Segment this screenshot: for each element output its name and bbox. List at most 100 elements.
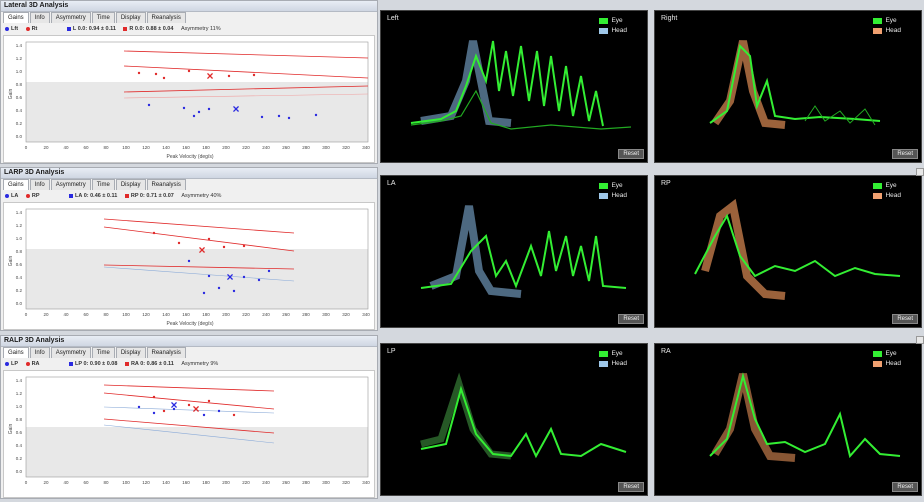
trace-view-rp[interactable]: RP Eye Head Reset [654, 175, 922, 328]
svg-text:120: 120 [142, 480, 150, 485]
gain-scatter-plot[interactable]: × × 1.4 1.2 1.0 0.8 0.6 0.4 0.2 0.0 0 20 40 60 … [3, 35, 375, 163]
legend-right-stat: RP 0: 0.71 ± 0.07 [124, 191, 174, 201]
reset-button[interactable]: Reset [618, 149, 644, 159]
collapse-toggle[interactable] [916, 168, 924, 176]
svg-text:320: 320 [342, 480, 350, 485]
svg-text:0.4: 0.4 [16, 443, 23, 448]
tab-info[interactable]: Info [29, 179, 50, 190]
svg-text:180: 180 [202, 312, 210, 317]
svg-text:300: 300 [322, 145, 330, 150]
svg-text:40: 40 [63, 480, 69, 485]
trace-view-left[interactable]: Left Eye Head Reset [380, 10, 648, 163]
tab-info[interactable]: Info [29, 347, 50, 358]
trace-view-ra[interactable]: RA Eye Head Reset [654, 343, 922, 496]
svg-text:140: 140 [162, 312, 170, 317]
tab-display[interactable]: Display [115, 347, 146, 358]
svg-text:0.0: 0.0 [16, 134, 23, 139]
svg-text:1.4: 1.4 [16, 378, 23, 383]
tab-reanalysis[interactable]: Reanalysis [146, 347, 186, 358]
trace-legend: Eye Head [599, 181, 627, 201]
svg-text:320: 320 [342, 312, 350, 317]
svg-text:×: × [170, 398, 177, 412]
trace-view-la[interactable]: LA Eye Head Reset [380, 175, 648, 328]
view-label: RA [661, 348, 671, 355]
collapse-toggle[interactable] [916, 336, 924, 344]
svg-text:0: 0 [25, 480, 28, 485]
view-label: RP [661, 180, 671, 187]
svg-text:1.4: 1.4 [16, 210, 23, 215]
reset-button[interactable]: Reset [892, 149, 918, 159]
tab-display[interactable]: Display [115, 179, 146, 190]
gain-plot-svg: × × 1.41.2 1.00.8 0.60.4 0.20.0 0 20 40 60 … [8, 208, 370, 327]
asymmetry-value: Asymmetry 40% [181, 193, 222, 199]
svg-text:0: 0 [25, 312, 28, 317]
svg-text:×: × [192, 402, 199, 416]
svg-text:260: 260 [282, 480, 290, 485]
panel-title: LARP 3D Analysis [1, 168, 377, 179]
svg-text:0.8: 0.8 [16, 82, 23, 87]
tab-display[interactable]: Display [115, 12, 146, 23]
svg-text:Gain: Gain [8, 424, 14, 435]
trace-legend: Eye Head [873, 181, 901, 201]
tab-asymmetry[interactable]: Asymmetry [50, 347, 91, 358]
gain-scatter-plot[interactable]: × × 1.4 1.2 1.0 0.8 0.6 0.4 0.2 0.0 0 20 40 60 … [3, 202, 375, 330]
reset-button[interactable]: Reset [892, 314, 918, 324]
svg-text:180: 180 [202, 480, 210, 485]
svg-text:160: 160 [182, 145, 190, 150]
svg-text:160: 160 [182, 312, 190, 317]
svg-text:×: × [232, 102, 239, 116]
svg-text:200: 200 [222, 312, 230, 317]
tab-asymmetry[interactable]: Asymmetry [50, 12, 91, 23]
svg-text:280: 280 [302, 145, 310, 150]
trace-plot [410, 40, 632, 130]
tab-gains[interactable]: Gains [3, 12, 29, 23]
svg-text:340: 340 [362, 480, 370, 485]
tab-info[interactable]: Info [29, 12, 50, 23]
svg-text:300: 300 [322, 480, 330, 485]
svg-text:×: × [226, 270, 233, 284]
svg-text:200: 200 [222, 480, 230, 485]
tab-gains[interactable]: Gains [3, 179, 29, 190]
svg-text:0.6: 0.6 [16, 430, 23, 435]
svg-text:1.0: 1.0 [16, 236, 23, 241]
tab-reanalysis[interactable]: Reanalysis [146, 179, 186, 190]
gain-scatter-plot[interactable]: × × 1.4 1.2 1.0 0.8 0.6 0.4 0.2 0.0 0 20 40 60 … [3, 370, 375, 498]
svg-text:340: 340 [362, 145, 370, 150]
svg-text:240: 240 [262, 312, 270, 317]
tab-time[interactable]: Time [91, 347, 115, 358]
svg-text:20: 20 [43, 312, 49, 317]
svg-text:Gain: Gain [8, 256, 14, 267]
panel-title: Lateral 3D Analysis [1, 1, 377, 12]
trace-plot [709, 40, 881, 129]
trace-plot [694, 198, 901, 300]
legend-right-stat: R 0.0: 0.88 ± 0.04 [123, 24, 173, 34]
reset-button[interactable]: Reset [892, 482, 918, 492]
analysis-tabs: Gains Info Asymmetry Time Display Reanal… [3, 179, 187, 190]
tab-gains[interactable]: Gains [3, 347, 29, 358]
tab-reanalysis[interactable]: Reanalysis [146, 12, 186, 23]
tab-asymmetry[interactable]: Asymmetry [50, 179, 91, 190]
svg-text:220: 220 [242, 312, 250, 317]
svg-text:20: 20 [43, 145, 49, 150]
svg-text:Gain: Gain [8, 89, 14, 100]
reset-button[interactable]: Reset [618, 314, 644, 324]
svg-text:320: 320 [342, 145, 350, 150]
trace-view-lp[interactable]: LP Eye Head Reset [380, 343, 648, 496]
view-label: Left [387, 15, 399, 22]
legend-right: RA [25, 359, 40, 369]
view-label: LP [387, 348, 396, 355]
gain-legend: LA RP LA 0: 0.46 ± 0.11 RP 0: 0.71 ± 0.0… [5, 191, 375, 201]
tab-time[interactable]: Time [91, 179, 115, 190]
reset-button[interactable]: Reset [618, 482, 644, 492]
gain-plot-svg: × × 1.41.2 1.00.8 0.60.4 0.20.0 0 20 40 60 … [8, 376, 370, 485]
svg-text:300: 300 [322, 312, 330, 317]
svg-text:120: 120 [142, 145, 150, 150]
gain-legend: LP RA LP 0: 0.90 ± 0.08 RA 0: 0.86 ± 0.1… [5, 359, 375, 369]
analysis-tabs: Gains Info Asymmetry Time Display Reanal… [3, 347, 187, 358]
trace-view-right[interactable]: Right Eye Head Reset [654, 10, 922, 163]
analysis-tabs: Gains Info Asymmetry Time Display Reanal… [3, 12, 187, 23]
svg-text:340: 340 [362, 312, 370, 317]
svg-text:1.2: 1.2 [16, 223, 23, 228]
svg-text:0.6: 0.6 [16, 262, 23, 267]
tab-time[interactable]: Time [91, 12, 115, 23]
